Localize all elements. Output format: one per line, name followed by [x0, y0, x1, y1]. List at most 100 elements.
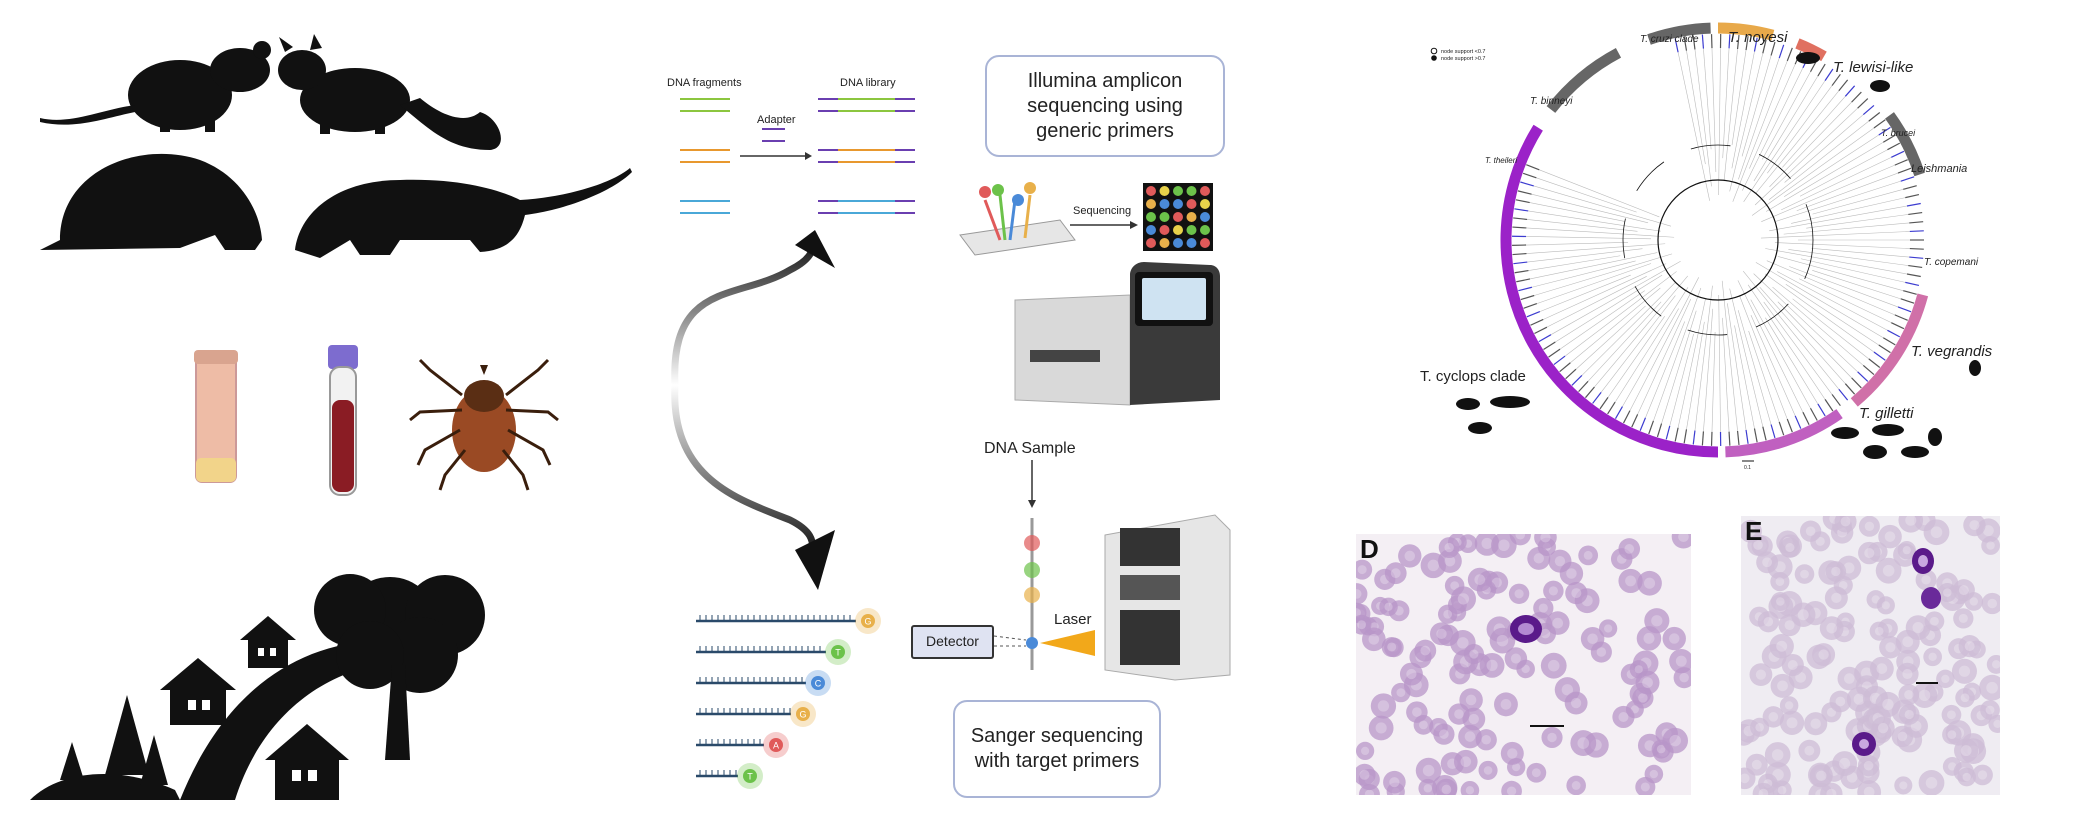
tree-legend: node support <0.7 node support >0.7 — [1430, 47, 1486, 62]
base-letter: T — [747, 772, 753, 782]
micrograph-e-label: E — [1745, 516, 1763, 546]
base-letter: T — [835, 648, 841, 658]
bandicoot-silhouette — [40, 153, 262, 250]
dna-sample-label: DNA Sample — [984, 440, 1076, 457]
sequencing-label: Sequencing — [1073, 205, 1131, 217]
clade-arc — [1647, 22, 1711, 45]
illumina-method-box: Illumina amplicon sequencing using gener… — [985, 55, 1225, 157]
readout-dot — [1186, 212, 1197, 222]
clade-label-noyesi: T. noyesi — [1728, 29, 1788, 46]
readout-dot — [1173, 212, 1183, 222]
detector-label: Detector — [926, 633, 979, 650]
dna-fragments-graphic — [680, 98, 730, 214]
clade-label-copemani: T. copemani — [1924, 257, 1979, 268]
sanger-fragments-graphic: G T C G A T — [696, 608, 881, 789]
base-letter: C — [815, 679, 822, 689]
clade-label-theileri: T. theileri — [1485, 156, 1517, 165]
sanger-branch-arrow — [671, 384, 817, 556]
clade-host-silhouettes — [1456, 52, 1981, 459]
readout-dot — [1186, 238, 1197, 248]
readout-dot — [1146, 225, 1156, 235]
clade-label-binneyi: T. binneyi — [1530, 96, 1573, 107]
clade-arc — [1795, 38, 1827, 62]
base-marker — [831, 645, 845, 659]
base-marker — [769, 738, 783, 752]
laser-beam — [1040, 630, 1095, 656]
laser-label: Laser — [1054, 611, 1092, 628]
readout-dot — [1173, 186, 1183, 196]
base-marker — [811, 676, 825, 690]
tick-icon — [409, 358, 559, 491]
adapter-label: Adapter — [757, 114, 796, 126]
blood-tube-icon — [328, 345, 358, 496]
readout-dot — [1173, 199, 1183, 209]
clade-arc — [1500, 124, 1719, 458]
clade-label-brucei: T. brucei — [1881, 128, 1916, 138]
clade-label-lewisi: T. lewisi-like — [1833, 59, 1913, 76]
readout-dot — [1159, 199, 1170, 209]
clade-label-leishmania: Leishmania — [1911, 163, 1967, 175]
micrograph-d: D — [1356, 534, 1691, 795]
clade-arc — [1546, 47, 1622, 113]
readout-dot — [1146, 212, 1156, 222]
readout-dot — [1173, 225, 1183, 235]
readout-dot — [1200, 199, 1210, 209]
illumina-method-text: Illumina amplicon sequencing using gener… — [1027, 69, 1183, 142]
base-marker — [796, 707, 810, 721]
readout-dot — [1200, 186, 1210, 196]
base-marker — [861, 614, 875, 628]
micrograph-d-image — [1356, 534, 1691, 795]
clade-arc — [1885, 112, 1925, 177]
base-marker — [743, 769, 757, 783]
readout-dot — [1200, 238, 1210, 248]
scale-bar: 0.1 — [1742, 460, 1754, 471]
illumina-branch-arrow — [671, 238, 817, 386]
base-letter: A — [773, 741, 779, 751]
readout-dot — [1200, 225, 1210, 235]
readout-dot — [1146, 199, 1156, 209]
readout-dot — [1159, 186, 1170, 196]
clade-label-vegrandis: T. vegrandis — [1911, 343, 1993, 360]
readout-dot — [1186, 199, 1197, 209]
clade-arc — [1850, 293, 1929, 407]
hosts-panel — [30, 34, 632, 800]
sequencing-panel: G T C G A T DNA fragments DNA library Adapter… — [667, 77, 1231, 789]
sanger-sequencer-icon — [1104, 514, 1231, 681]
readout-dot — [1200, 212, 1210, 222]
dna-fragments-label: DNA fragments — [667, 77, 742, 89]
flow-cell-icon — [959, 182, 1076, 256]
landscape-silhouette — [30, 574, 485, 800]
legend-high-support: node support >0.7 — [1441, 56, 1486, 62]
clade-arcs — [1500, 22, 1929, 458]
sequencing-readout-grid — [1143, 183, 1213, 251]
base-letter: G — [864, 617, 871, 627]
clade-label-gilletti: T. gilletti — [1859, 405, 1914, 422]
readout-dot — [1146, 186, 1156, 196]
dna-library-label: DNA library — [840, 77, 896, 89]
clade-label-cyclops: T. cyclops clade — [1420, 368, 1526, 385]
capillary-graphic — [1024, 518, 1040, 670]
possum-silhouette — [278, 34, 501, 150]
illumina-sequencer-icon — [1014, 262, 1220, 406]
tissue-tube-icon — [194, 350, 238, 483]
micrograph-e: E — [1741, 516, 2000, 795]
readout-dot — [1173, 238, 1183, 248]
adapter-graphic — [762, 128, 785, 142]
sanger-method-box: Sanger sequencing with target primers — [953, 700, 1161, 798]
dna-library-graphic — [818, 98, 915, 214]
readout-dot — [1159, 225, 1170, 235]
readout-dot — [1186, 225, 1197, 235]
clade-arc — [1717, 22, 1775, 41]
legend-low-support: node support <0.7 — [1441, 49, 1486, 55]
tree-branches — [1512, 34, 1924, 446]
rat-silhouette — [40, 41, 271, 132]
micrograph-e-image — [1741, 516, 2000, 795]
opossum-silhouette — [295, 168, 632, 258]
readout-dot — [1186, 186, 1197, 196]
clade-label-cruzi: T. cruzi clade — [1640, 34, 1699, 45]
readout-dot — [1159, 212, 1170, 222]
sanger-method-text: Sanger sequencing with target primers — [970, 725, 1144, 772]
detector-box: Detector — [911, 625, 994, 659]
readout-dot — [1159, 238, 1170, 248]
scale-bar-label: 0.1 — [1744, 465, 1751, 471]
